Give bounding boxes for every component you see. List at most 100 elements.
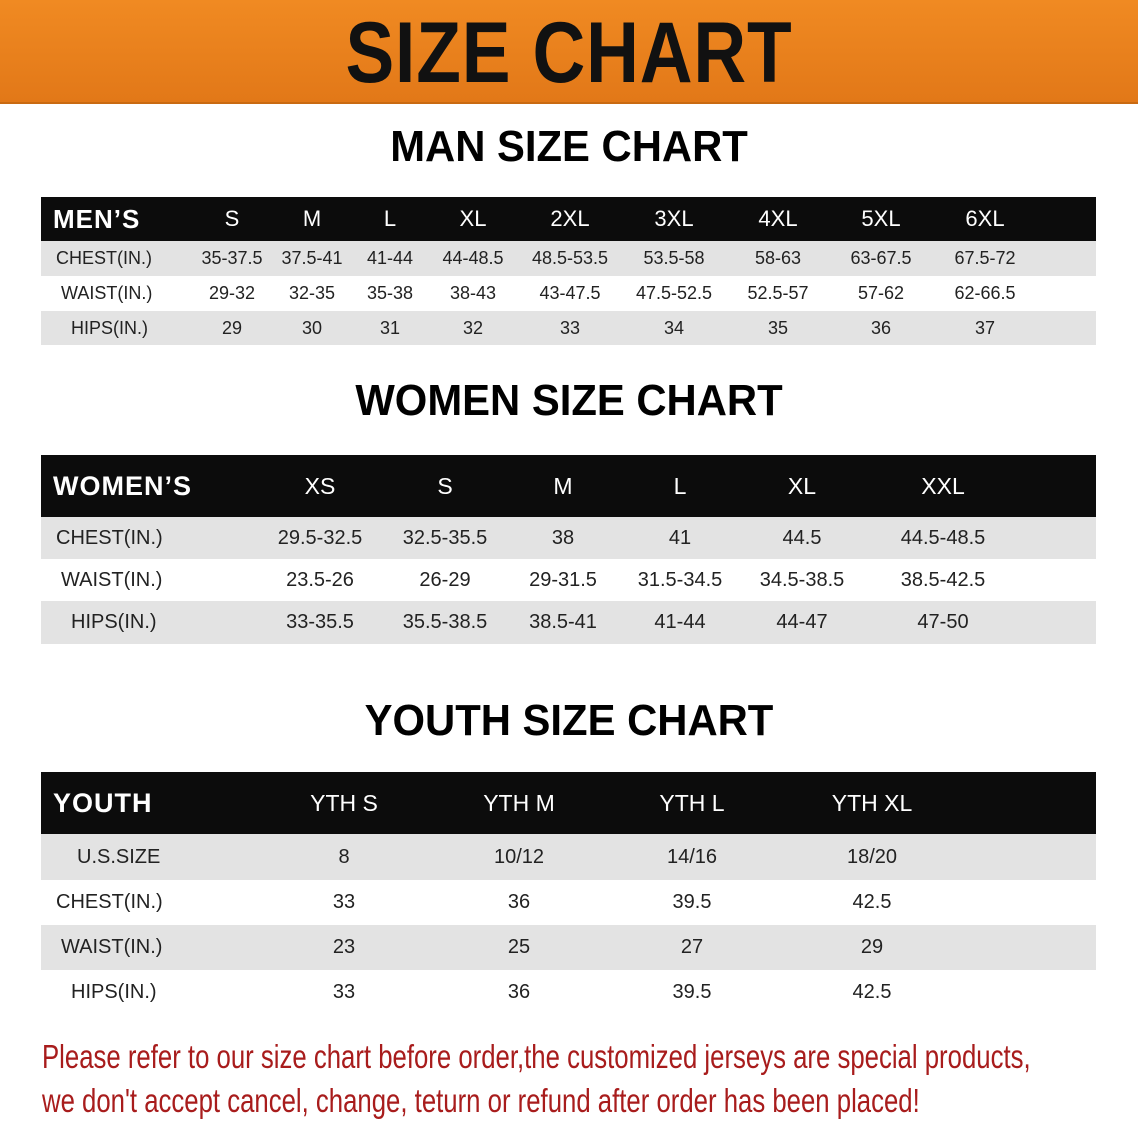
measurement-value: 8: [338, 845, 350, 868]
size-column-header: YTH XL: [831, 789, 913, 816]
men-measurement-row: CHEST(IN.) 35-37.5 37.5-41 41-44 44-48.5 48.5…: [41, 241, 1096, 276]
size-column-header: YTH M: [483, 789, 555, 816]
measurement-value: 27: [680, 936, 704, 958]
youth-section-title: YOUTH SIZE CHART: [364, 696, 774, 745]
measurement-value: 58-63: [754, 248, 802, 268]
measurement-value: 33: [332, 891, 356, 913]
size-column-header: 2XL: [550, 206, 590, 231]
measurement-value: 34: [663, 317, 685, 338]
measurement-value: 32: [462, 317, 484, 338]
size-column-header: 4XL: [758, 206, 798, 231]
measurement-value: 47-50: [917, 611, 969, 633]
measurement-value: 62-66.5: [954, 283, 1016, 303]
measurement-value: 29: [860, 936, 884, 958]
measurement-value: 33-35.5: [286, 611, 354, 633]
size-column-header: XS: [304, 472, 336, 499]
measurement-value: 38: [551, 526, 575, 549]
measurement-value: 29.5-32.5: [277, 526, 363, 549]
measurement-value: 42.5: [852, 891, 892, 913]
measurement-label: HIPS(IN.): [71, 981, 157, 1003]
size-column-header: L: [673, 472, 687, 499]
measurement-value: 38-43: [449, 283, 497, 303]
measurement-value: 39.5: [672, 981, 712, 1003]
measurement-value: 42.5: [852, 981, 892, 1003]
measurement-value: 48.5-53.5: [531, 248, 609, 268]
size-column-header: M: [302, 206, 322, 231]
men-header-row: MEN’S S M L XL 2XL 3XL 4XL 5XL 6XL: [41, 197, 1096, 241]
header-label: WOMEN’S: [53, 470, 192, 501]
measurement-value: 36: [870, 317, 892, 338]
size-column-header: S: [437, 472, 453, 499]
measurement-value: 18/20: [846, 845, 898, 868]
measurement-value: 35-37.5: [201, 248, 263, 268]
measurement-value: 30: [301, 317, 323, 338]
youth-measurement-row: HIPS(IN.) 33 36 39.5 42.5: [41, 970, 1096, 1015]
measurement-value: 39.5: [672, 891, 712, 913]
size-column-header: 3XL: [654, 206, 694, 231]
measurement-label: WAIST(IN.): [61, 568, 163, 591]
measurement-value: 53.5-58: [643, 248, 705, 268]
youth-measurement-row: WAIST(IN.) 23 25 27 29: [41, 925, 1096, 970]
measurement-label: U.S.SIZE: [77, 845, 161, 868]
women-section-title: WOMEN SIZE CHART: [355, 376, 783, 425]
measurement-value: 41-44: [654, 611, 706, 633]
measurement-value: 44-48.5: [442, 248, 504, 268]
notice-line-2: we don't accept cancel, change, teturn o…: [42, 1082, 920, 1119]
measurement-value: 34.5-38.5: [759, 568, 845, 591]
measurement-value: 43-47.5: [539, 283, 601, 303]
women-measurement-row: HIPS(IN.) 33-35.5 35.5-38.5 38.5-41 41-44 44-…: [41, 601, 1096, 644]
measurement-value: 23.5-26: [286, 568, 354, 591]
measurement-value: 29-31.5: [529, 568, 597, 591]
measurement-value: 33: [332, 981, 356, 1003]
youth-measurement-row: U.S.SIZE 8 10/12 14/16 18/20: [41, 834, 1096, 880]
banner-title: SIZE CHART: [345, 5, 793, 101]
measurement-label: HIPS(IN.): [71, 611, 157, 633]
measurement-value: 31: [379, 317, 401, 338]
measurement-value: 29-32: [208, 283, 256, 303]
size-column-header: YTH S: [310, 789, 378, 816]
header-label: YOUTH: [53, 787, 153, 818]
measurement-label: CHEST(IN.): [56, 248, 152, 268]
size-column-header: S: [224, 206, 240, 231]
measurement-value: 41: [668, 526, 692, 549]
women-measurement-row: CHEST(IN.) 29.5-32.5 32.5-35.5 38 41 44.5 44.5…: [41, 517, 1096, 559]
measurement-label: CHEST(IN.): [56, 526, 163, 549]
size-column-header: L: [383, 206, 397, 231]
measurement-value: 52.5-57: [747, 283, 809, 303]
measurement-value: 41-44: [366, 248, 414, 268]
measurement-value: 23: [332, 936, 356, 958]
size-column-header: XL: [459, 206, 487, 231]
measurement-value: 14/16: [666, 845, 718, 868]
men-section-title: MAN SIZE CHART: [390, 122, 748, 171]
header-label: MEN’S: [53, 203, 141, 234]
measurement-value: 38.5-41: [529, 611, 597, 633]
youth-header-row: YOUTH YTH S YTH M YTH L YTH XL: [41, 772, 1096, 834]
measurement-label: CHEST(IN.): [56, 891, 163, 913]
measurement-value: 33: [559, 317, 581, 338]
men-measurement-row: HIPS(IN.) 29 30 31 32 33 34 35 36 37: [41, 311, 1096, 345]
size-column-header: XXL: [921, 472, 965, 499]
measurement-value: 36: [507, 891, 531, 913]
measurement-value: 29: [221, 317, 243, 338]
measurement-value: 37: [974, 317, 996, 338]
men-measurement-row: WAIST(IN.) 29-32 32-35 35-38 38-43 43-47.5 47.…: [41, 276, 1096, 311]
measurement-value: 57-62: [857, 283, 905, 303]
measurement-value: 35.5-38.5: [402, 611, 488, 633]
measurement-value: 32.5-35.5: [402, 526, 488, 549]
measurement-label: WAIST(IN.): [61, 936, 163, 958]
women-measurement-row: WAIST(IN.) 23.5-26 26-29 29-31.5 31.5-34.5 34…: [41, 559, 1096, 601]
measurement-value: 32-35: [288, 283, 336, 303]
women-size-table: WOMEN’S XS S M L XL XXL CHEST(IN.) 29.5-32.5 32.5…: [41, 455, 1096, 644]
measurement-value: 37.5-41: [281, 248, 343, 268]
size-column-header: 5XL: [861, 206, 901, 231]
women-header-row: WOMEN’S XS S M L XL XXL: [41, 455, 1096, 517]
measurement-value: 35-38: [366, 283, 414, 303]
measurement-label: WAIST(IN.): [61, 283, 153, 303]
size-column-header: YTH L: [659, 789, 725, 816]
measurement-value: 31.5-34.5: [637, 568, 723, 591]
measurement-value: 25: [507, 936, 531, 958]
measurement-value: 10/12: [493, 845, 545, 868]
youth-measurement-row: CHEST(IN.) 33 36 39.5 42.5: [41, 880, 1096, 925]
size-column-header: 6XL: [965, 206, 1005, 231]
measurement-value: 26-29: [419, 568, 471, 591]
